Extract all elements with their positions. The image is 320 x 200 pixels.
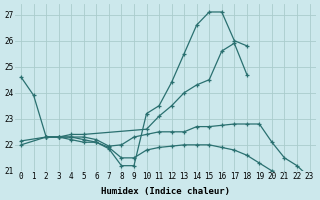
X-axis label: Humidex (Indice chaleur): Humidex (Indice chaleur) [101,187,230,196]
